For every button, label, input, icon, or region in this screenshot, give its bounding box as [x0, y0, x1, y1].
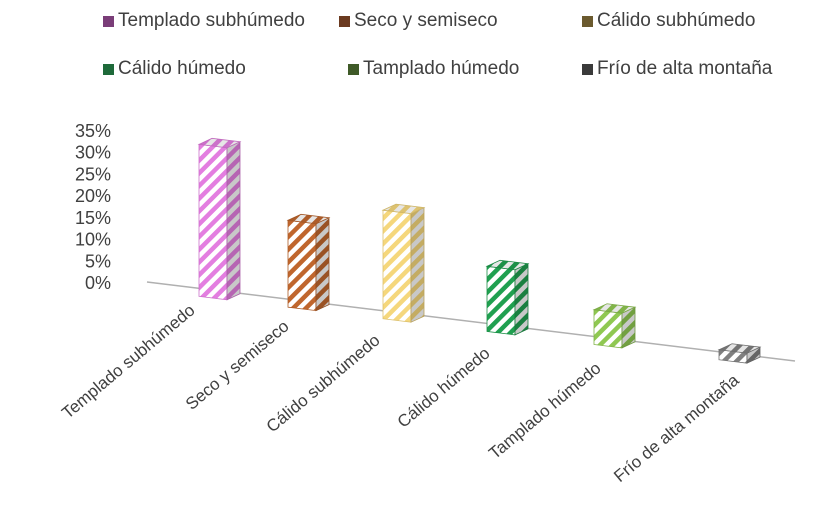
bar — [485, 259, 530, 336]
bar-front-face — [486, 265, 516, 336]
y-tick-label: 25% — [75, 164, 111, 184]
bars — [197, 137, 762, 364]
y-tick-label: 0% — [85, 273, 111, 293]
bar-top-face — [286, 213, 331, 225]
bar-top-face — [717, 343, 762, 354]
bar-top-face — [197, 137, 242, 149]
bar-top-face — [592, 303, 637, 314]
x-category-label: Frío de alta montaña — [610, 370, 743, 486]
legend-swatch — [582, 63, 593, 75]
legend-label: Cálido subhúmedo — [597, 10, 756, 31]
bar — [717, 343, 762, 364]
bar-side-face — [226, 141, 241, 301]
floor-line — [146, 281, 796, 362]
y-tick-label: 35% — [75, 121, 111, 141]
x-category-label: Tamplado húmedo — [485, 359, 604, 463]
legend-swatch — [582, 15, 593, 27]
legend-item-calido-humedo: Cálido húmedo — [103, 58, 246, 80]
y-axis: 0%5%10%15%20%25%30%35% — [75, 121, 111, 293]
legend-label: Cálido húmedo — [118, 58, 246, 79]
y-tick-label: 15% — [75, 208, 111, 228]
bar — [592, 303, 637, 349]
bar-front-face — [593, 309, 623, 349]
legend-label: Frío de alta montaña — [597, 58, 773, 79]
y-tick-label: 10% — [75, 230, 111, 250]
x-category-label: Seco y semiseco — [182, 317, 293, 414]
legend-item-frio-alta-montana: Frío de alta montaña — [582, 58, 772, 80]
bar-front-face — [382, 209, 412, 323]
legend-swatch — [103, 15, 114, 27]
bar-top-face — [485, 259, 530, 271]
legend-swatch — [339, 15, 350, 27]
legend-label: Tamplado húmedo — [363, 58, 520, 79]
legend-item-tamplado-humedo: Tamplado húmedo — [348, 58, 519, 80]
x-category-label: Templado subhúmedo — [58, 301, 198, 423]
bar-front-face — [198, 143, 228, 301]
legend-item-seco-semiseco: Seco y semiseco — [339, 10, 498, 32]
y-tick-label: 5% — [85, 251, 111, 271]
bar — [197, 137, 242, 301]
legend-item-calido-subhumedo: Cálido subhúmedo — [582, 10, 755, 32]
bar — [381, 203, 426, 323]
bar-side-face — [621, 306, 636, 349]
chart-legend: Templado subhúmedo Seco y semiseco Cálid… — [0, 0, 818, 100]
bar-side-face — [514, 263, 529, 336]
bar-side-face — [410, 206, 425, 323]
legend-label: Seco y semiseco — [354, 10, 498, 31]
legend-label: Templado subhúmedo — [118, 10, 305, 31]
x-category-label: Cálido húmedo — [394, 344, 494, 432]
legend-swatch — [348, 63, 359, 75]
legend-item-templado-subhumedo: Templado subhúmedo — [103, 10, 305, 32]
y-tick-label: 30% — [75, 143, 111, 163]
y-tick-label: 20% — [75, 186, 111, 206]
bar-front-face — [287, 219, 317, 312]
x-category-label: Cálido subhúmedo — [263, 331, 384, 437]
bar-side-face — [315, 217, 330, 312]
legend-swatch — [103, 63, 114, 75]
bar-top-face — [381, 203, 426, 215]
bar — [286, 213, 331, 312]
